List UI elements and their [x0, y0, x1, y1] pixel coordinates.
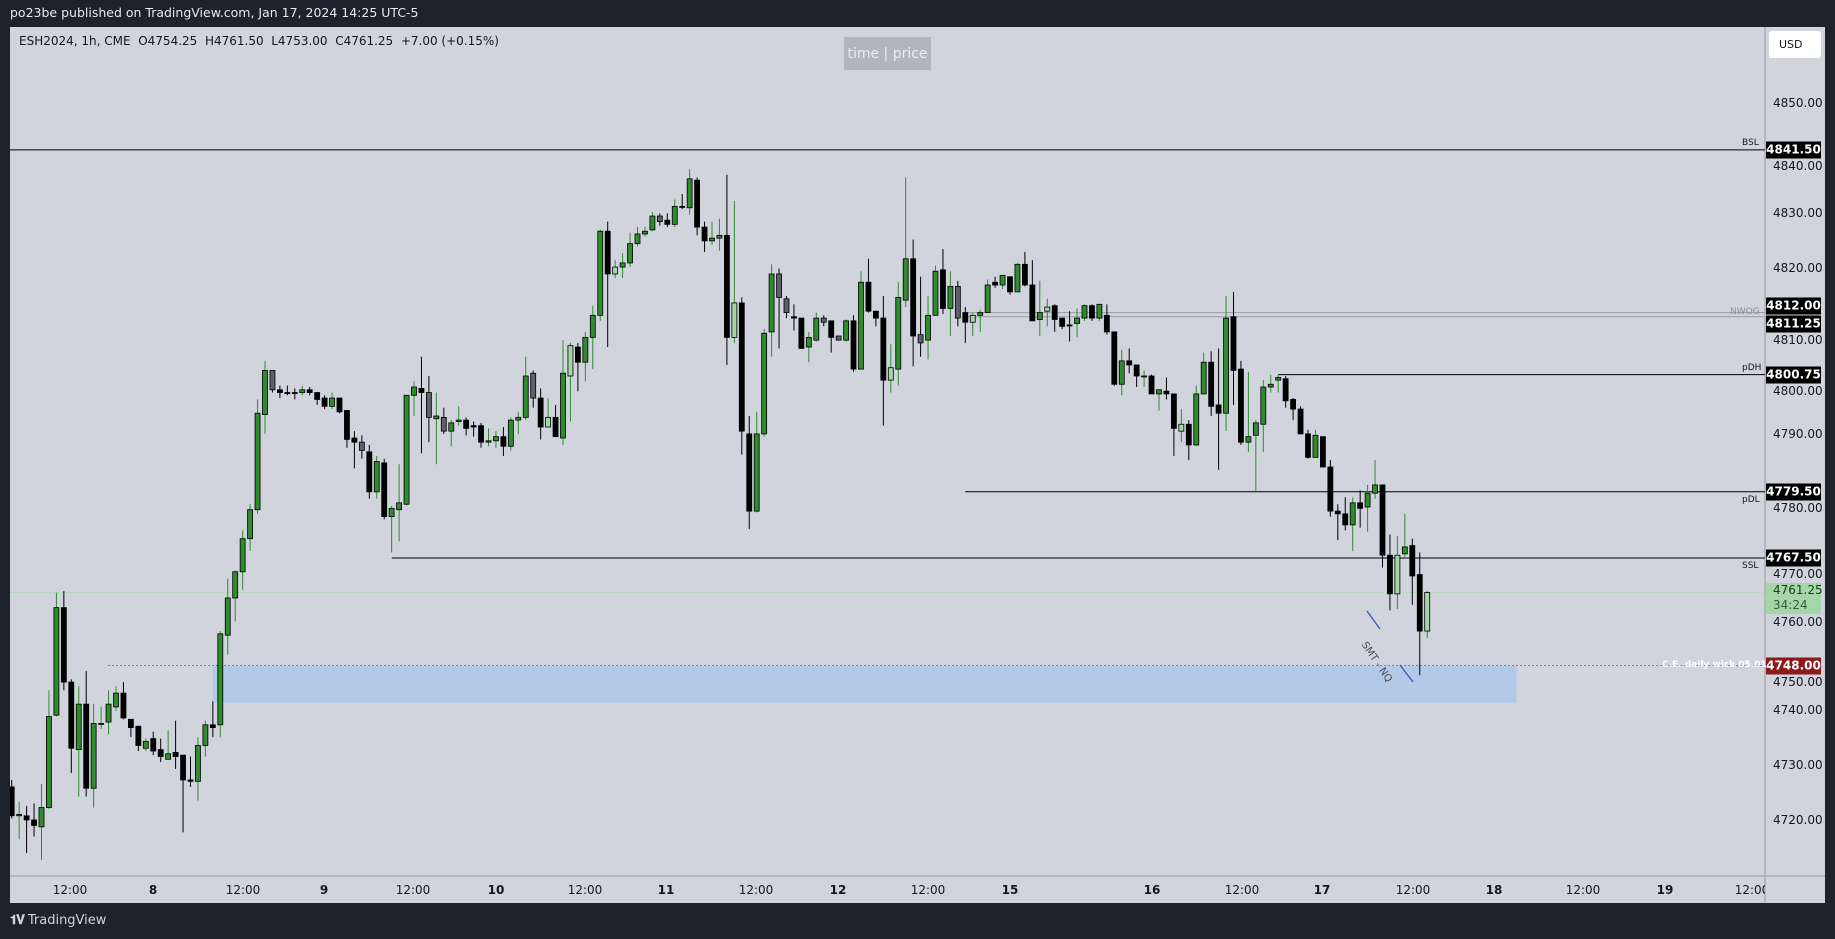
publish-info: po23be published on TradingView.com, Jan…: [10, 5, 419, 20]
ce-level-label: C.E. daily wick 05.01.: [1662, 659, 1771, 670]
price-tick: 4720.00: [1773, 812, 1823, 827]
legend-change: +7.00 (+0.15%): [400, 34, 499, 48]
time-tick: 12:00: [1734, 883, 1765, 897]
time-tick: 16: [1143, 883, 1161, 897]
level-label-pdl: pDL: [1742, 494, 1760, 505]
time-tick: 12:00: [1395, 883, 1431, 897]
time-tick: 19: [1656, 883, 1674, 897]
time-tick: 11: [657, 883, 675, 897]
brand-name: TradingView: [27, 913, 107, 928]
level-label-pdh: pDH: [1742, 362, 1762, 373]
price-badge-nwog: 4811.25: [1766, 315, 1821, 333]
time-tick: 12:00: [1565, 883, 1601, 897]
level-label-bsl: BSL: [1742, 137, 1759, 148]
price-tick: 4750.00: [1773, 675, 1823, 690]
price-tick: 4740.00: [1773, 702, 1823, 717]
legend-high: H4761.50: [204, 34, 264, 48]
price-tick: 4770.00: [1773, 567, 1823, 582]
tradingview-logo-icon: 𝟏𝐕: [10, 913, 25, 928]
price-tick: 4760.00: [1773, 615, 1823, 630]
price-badge-bsl: 4841.50: [1766, 141, 1821, 159]
price-tick: 4840.00: [1773, 159, 1823, 174]
level-label-nwog: NWOG: [1730, 306, 1760, 317]
level-label-ssl: SSL: [1742, 560, 1759, 571]
legend-low: L4753.00: [271, 34, 328, 48]
price-tick: 4800.00: [1773, 384, 1823, 399]
time-axis[interactable]: 12:00 8 12:00 9 12:00 10 12:00 11 12:00 12 12:00 15…: [10, 876, 1765, 903]
time-tick: 12:00: [395, 883, 431, 897]
time-tick: 18: [1485, 883, 1503, 897]
legend-open: O4754.25: [138, 34, 198, 48]
price-badge-nwog: 4812.00: [1766, 297, 1821, 315]
price-tick: 4810.00: [1773, 333, 1823, 348]
time-tick: 12: [829, 883, 847, 897]
price-badge-ce: 4748.00: [1766, 657, 1821, 675]
time-tick: 9: [319, 883, 329, 897]
time-tick: 17: [1313, 883, 1331, 897]
time-price-button[interactable]: time | price: [844, 37, 931, 70]
time-tick: 12:00: [1224, 883, 1260, 897]
price-tick: 4730.00: [1773, 757, 1823, 772]
price-badge-ssl: 4767.50: [1766, 549, 1821, 567]
time-tick: 15: [1001, 883, 1019, 897]
currency-button[interactable]: USD: [1769, 31, 1821, 58]
legend-symbol: ESH2024, 1h, CME: [19, 34, 131, 48]
tradingview-brand[interactable]: 𝟏𝐕 TradingView: [10, 913, 106, 928]
legend-close: C4761.25: [335, 34, 394, 48]
time-tick: 12:00: [567, 883, 603, 897]
time-tick: 12:00: [225, 883, 261, 897]
price-badge-pdh: 4800.75: [1766, 366, 1821, 384]
price-tick: 4830.00: [1773, 206, 1823, 221]
symbol-legend: ESH2024, 1h, CME O4754.25 H4761.50 L4753…: [19, 34, 499, 48]
price-tick: 4850.00: [1773, 96, 1823, 110]
time-tick: 12:00: [910, 883, 946, 897]
time-tick: 8: [148, 883, 158, 897]
price-tick: 4780.00: [1773, 501, 1823, 516]
time-tick: 10: [487, 883, 505, 897]
price-tick: 4790.00: [1773, 426, 1823, 441]
time-tick: 12:00: [52, 883, 88, 897]
current-price: 4761.25: [1773, 583, 1823, 598]
price-badge-pdl: 4779.50: [1766, 483, 1821, 501]
current-price-badge: 4761.25 34:24: [1766, 583, 1823, 615]
time-tick: 12:00: [738, 883, 774, 897]
price-tick: 4820.00: [1773, 261, 1823, 276]
chart-panel[interactable]: [10, 27, 1825, 903]
bar-countdown: 34:24: [1773, 598, 1808, 613]
